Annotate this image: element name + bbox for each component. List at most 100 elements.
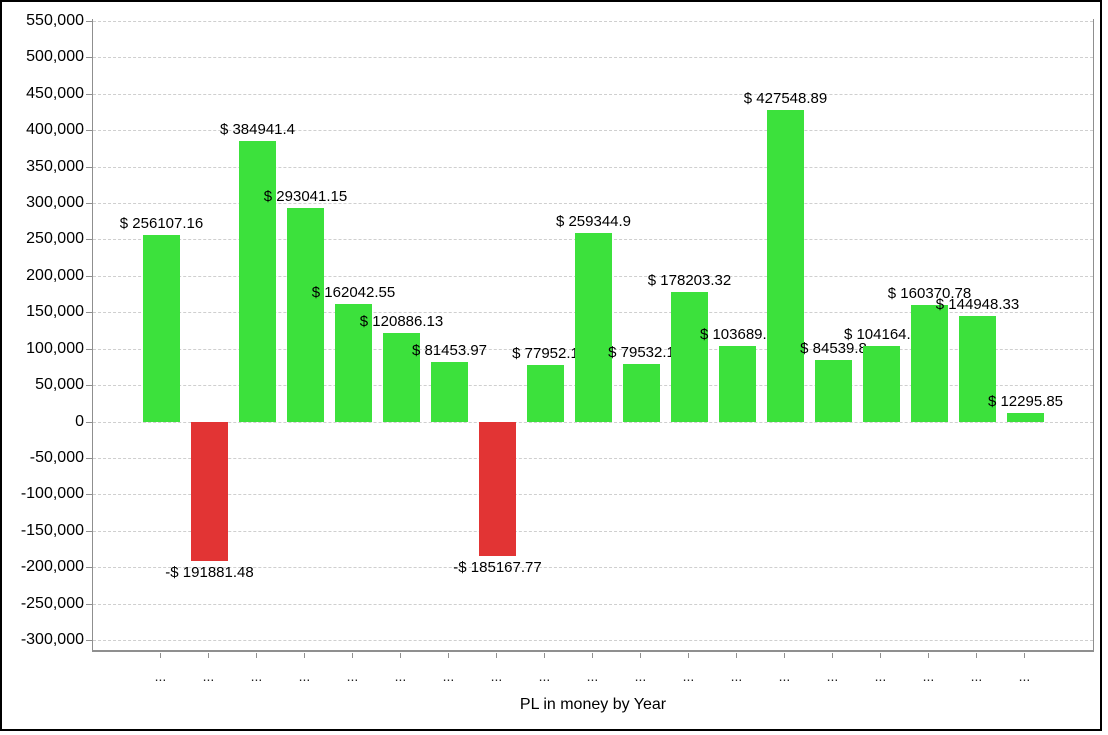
gridline — [93, 166, 1093, 168]
y-axis-tick — [86, 312, 92, 314]
y-axis-tick-label: -150,000 — [20, 521, 84, 539]
y-axis-tick — [86, 239, 92, 241]
bar-value-label: $ 162042.55 — [311, 283, 396, 301]
plot-area: $ 256107.16 -$ 191881.48 $ 384941.4 $ 29304… — [92, 19, 1094, 652]
bar-value-label: -$ 185167.77 — [453, 559, 542, 577]
x-axis-category-label: ... — [1018, 668, 1031, 684]
y-axis-tick-label: 400,000 — [26, 121, 84, 139]
y-axis-tick-label: 150,000 — [26, 303, 84, 321]
x-axis-tick — [688, 653, 689, 658]
bar-value-label: $ 104164.4 — [843, 325, 920, 343]
x-axis-category-label: ... — [298, 668, 311, 684]
y-axis-tick-label: -100,000 — [20, 485, 84, 503]
bar-value-label: -$ 191881.48 — [165, 564, 254, 582]
x-axis-category-label: ... — [730, 668, 743, 684]
y-axis-tick-label: 100,000 — [26, 339, 84, 357]
x-axis-tick — [640, 653, 641, 658]
bar-value-label: $ 178203.32 — [647, 271, 732, 289]
y-axis-tick — [86, 603, 92, 605]
y-axis-tick — [86, 567, 92, 569]
x-axis-category-label: ... — [922, 668, 935, 684]
positive-bar — [671, 291, 708, 422]
positive-bar — [719, 346, 756, 422]
x-axis-category-label: ... — [202, 668, 215, 684]
x-axis-tick — [976, 653, 977, 658]
y-axis-tick-label: 500,000 — [26, 48, 84, 66]
bar-value-label: $ 77952.1 — [512, 344, 579, 362]
x-axis-category-label: ... — [346, 668, 359, 684]
x-axis-category-label: ... — [394, 668, 407, 684]
positive-bar — [335, 303, 372, 422]
y-axis-tick — [86, 640, 92, 641]
x-axis-tick — [448, 653, 449, 658]
y-axis-tick — [86, 93, 92, 95]
x-axis-category-label: ... — [442, 668, 455, 684]
positive-bar — [239, 141, 276, 422]
y-axis-tick-label: 250,000 — [26, 230, 84, 248]
x-axis-tick — [496, 653, 497, 658]
x-axis-tick — [400, 653, 401, 658]
x-axis-tick — [928, 653, 929, 658]
y-axis-tick-label: 200,000 — [26, 266, 84, 284]
x-axis-tick — [208, 653, 209, 658]
y-axis-tick — [86, 348, 92, 350]
x-axis-tick — [592, 653, 593, 658]
y-axis-tick-label: 300,000 — [26, 194, 84, 212]
positive-bar — [527, 364, 564, 422]
gridline — [93, 457, 1093, 459]
y-axis-tick-label: 50,000 — [35, 376, 84, 394]
y-axis-tick-label: 0 — [75, 412, 84, 430]
x-axis-tick — [832, 653, 833, 658]
bar-value-label: $ 12295.85 — [987, 392, 1064, 410]
x-axis-category-label: ... — [634, 668, 647, 684]
positive-bar — [383, 333, 420, 422]
y-axis-tick — [86, 494, 92, 496]
x-axis-tick — [160, 653, 161, 658]
bar-value-label: $ 144948.33 — [935, 295, 1020, 313]
x-axis-category-label: ... — [874, 668, 887, 684]
y-axis-tick — [86, 203, 92, 205]
bar-value-label: $ 259344.9 — [555, 212, 632, 230]
bar-value-label: $ 256107.16 — [119, 215, 204, 233]
positive-bar — [287, 208, 324, 422]
bar-value-label: $ 293041.15 — [263, 188, 348, 206]
y-axis-tick-label: -300,000 — [20, 631, 84, 648]
x-axis-category-label: ... — [586, 668, 599, 684]
x-axis-category-label: ... — [538, 668, 551, 684]
y-axis-tick — [86, 275, 92, 277]
y-axis-tick-label: -50,000 — [29, 448, 84, 466]
y-axis-tick-label: 550,000 — [26, 12, 84, 29]
gridline — [93, 640, 1093, 641]
positive-bar — [575, 232, 612, 422]
negative-bar — [191, 421, 228, 562]
positive-bar — [767, 110, 804, 422]
y-axis-tick — [86, 385, 92, 387]
x-axis-category-label: ... — [154, 668, 167, 684]
bar-value-label: $ 427548.89 — [743, 90, 828, 108]
positive-bar — [911, 304, 948, 422]
bar-value-label: $ 81453.97 — [411, 342, 488, 360]
gridline — [93, 203, 1093, 205]
y-axis-tick — [86, 530, 92, 532]
y-axis-tick — [86, 166, 92, 168]
positive-bar — [1007, 412, 1044, 422]
x-axis-tick — [352, 653, 353, 658]
x-axis-category-label: ... — [778, 668, 791, 684]
negative-bar — [479, 421, 516, 557]
y-axis-tick-label: -200,000 — [20, 558, 84, 576]
x-axis-tick — [544, 653, 545, 658]
gridline — [93, 130, 1093, 132]
y-axis-tick-label: -250,000 — [20, 594, 84, 612]
x-axis-tick — [304, 653, 305, 658]
gridline — [93, 93, 1093, 95]
positive-bar — [431, 362, 468, 422]
gridline — [93, 494, 1093, 496]
bar-value-label: $ 160370.78 — [887, 284, 972, 302]
x-axis-category-label: ... — [490, 668, 503, 684]
positive-bar — [623, 363, 660, 422]
bar-value-label: $ 384941.4 — [219, 121, 296, 139]
gridline — [93, 421, 1093, 423]
gridline — [93, 530, 1093, 532]
gridline — [93, 57, 1093, 59]
y-axis-tick — [86, 21, 92, 22]
